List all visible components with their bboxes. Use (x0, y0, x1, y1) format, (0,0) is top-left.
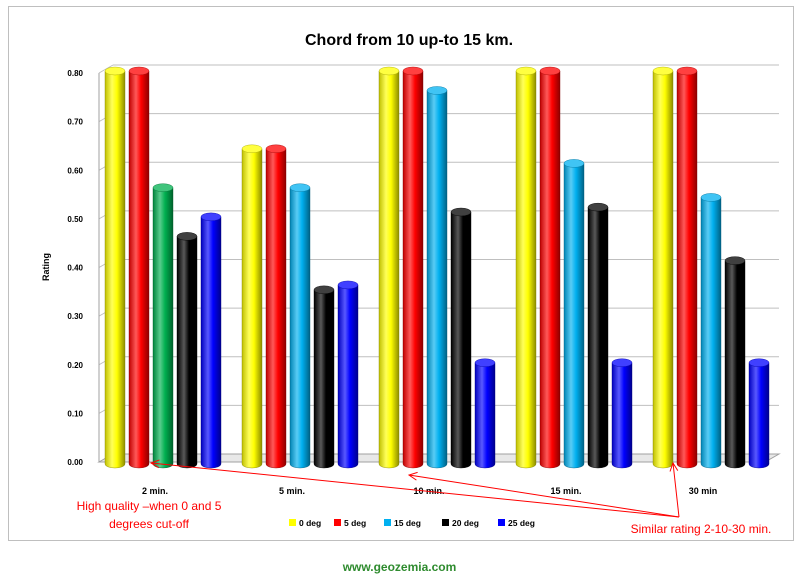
bar-top (378, 66, 400, 76)
bar (176, 236, 198, 469)
bar (104, 70, 126, 469)
y-tick-label: 0.60 (67, 166, 83, 175)
legend-label: 0 deg (299, 518, 321, 528)
bar (241, 148, 263, 469)
y-tick-label: 0.70 (67, 118, 83, 127)
chart-title: Chord from 10 up-to 15 km. (305, 32, 513, 49)
bar-top (611, 358, 633, 367)
bar-top (426, 86, 448, 95)
y-axis-label: Rating (41, 253, 51, 281)
y-tick-label: 0.00 (67, 458, 83, 467)
legend-swatch (289, 519, 296, 526)
bar (337, 284, 359, 469)
legend-swatch (384, 519, 391, 526)
bar-top (539, 66, 561, 76)
bar (265, 148, 287, 469)
x-tick-label: 2 min. (142, 486, 168, 496)
bar-top (652, 66, 674, 76)
bar-top (724, 256, 746, 265)
annotation-text: High quality –when 0 and 5 (77, 499, 222, 513)
footer-website-link[interactable]: www.geozemia.com (342, 560, 457, 574)
bar-top (241, 144, 263, 154)
bar (128, 70, 150, 469)
bar (700, 197, 722, 469)
annotation-text: Similar rating 2-10-30 min. (631, 522, 772, 536)
arrowhead (669, 461, 679, 472)
bar (611, 362, 633, 469)
y-tick-label: 0.50 (67, 215, 83, 224)
legend-label: 5 deg (344, 518, 366, 528)
bar (748, 362, 770, 469)
bar-top (104, 66, 126, 76)
bar (378, 70, 400, 469)
y-tick-label: 0.40 (67, 264, 83, 273)
bar (200, 216, 222, 469)
bar-top (128, 66, 150, 76)
bar-top (748, 358, 770, 367)
bar (587, 206, 609, 469)
y-tick-label: 0.20 (67, 361, 83, 370)
bar (474, 362, 496, 469)
y-tick-label: 0.10 (67, 409, 83, 418)
bar (652, 70, 674, 469)
bar (724, 260, 746, 469)
bar (426, 90, 448, 469)
x-tick-label: 15 min. (550, 486, 581, 496)
annotation-text: degrees cut-off (109, 517, 189, 531)
bar (539, 70, 561, 469)
annotation-arrow (672, 462, 680, 518)
bar-chart: Chord from 10 up-to 15 km. 0.00 0.10 0.20 0.… (41, 32, 781, 536)
arrowhead (407, 471, 418, 481)
bar-top (152, 183, 174, 192)
bar-top (676, 66, 698, 76)
bar-top (563, 159, 585, 168)
annotation-arrow (150, 462, 680, 518)
bar (402, 70, 424, 469)
bar-top (474, 358, 496, 367)
bar-top (450, 207, 472, 217)
bar-top (515, 66, 537, 76)
bar (289, 187, 311, 469)
bar-top (289, 183, 311, 192)
x-tick-label: 30 min (689, 486, 718, 496)
arrowhead (149, 459, 160, 469)
y-tick-label: 0.30 (67, 312, 83, 321)
bar-top (265, 144, 287, 154)
bar (152, 187, 174, 469)
bar (313, 289, 335, 469)
legend-swatch (334, 519, 341, 526)
bar-top (402, 66, 424, 76)
bar (450, 211, 472, 469)
bar-top (176, 232, 198, 241)
legend-label: 20 deg (452, 518, 479, 528)
legend-swatch (442, 519, 449, 526)
bar-top (313, 285, 335, 295)
bar-top (587, 202, 609, 212)
y-tick-label: 0.80 (67, 69, 83, 78)
bar-top (337, 280, 359, 290)
bar-top (200, 212, 222, 222)
x-tick-label: 5 min. (279, 486, 305, 496)
bar (676, 70, 698, 469)
bar (563, 163, 585, 469)
annotation-arrow (408, 474, 680, 518)
legend-swatch (498, 519, 505, 526)
chart-frame: Chord from 10 up-to 15 km. 0.00 0.10 0.20 0.… (8, 6, 794, 541)
bar-top (700, 193, 722, 202)
legend-label: 15 deg (394, 518, 421, 528)
bar (515, 70, 537, 469)
legend-label: 25 deg (508, 518, 535, 528)
